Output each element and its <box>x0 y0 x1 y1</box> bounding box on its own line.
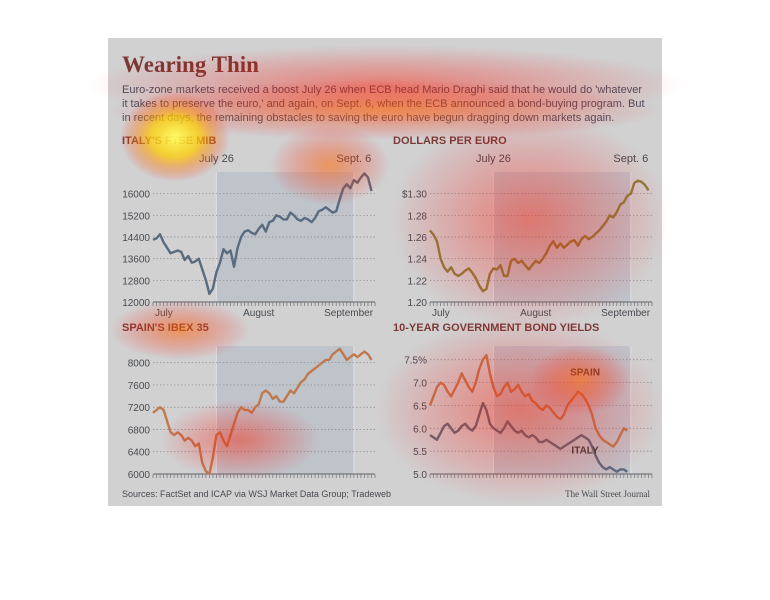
italy-event-label-1: Sept. 6 <box>336 153 371 165</box>
dollars-event-label-0: July 26 <box>476 153 511 165</box>
page-title: Wearing Thin <box>122 52 259 77</box>
dollars-y-tick-label: 1.26 <box>408 233 428 244</box>
yields-y-tick-label: 5.5 <box>413 447 427 458</box>
yields-y-tick-label: 7.5% <box>404 356 427 367</box>
yields-y-tick-label: 7.0 <box>413 379 427 390</box>
panel-title-spain: SPAIN'S IBEX 35 <box>122 322 209 334</box>
description: Euro-zone markets received a boost July … <box>122 84 645 124</box>
spain-y-tick-label: 7600 <box>128 381 151 392</box>
yields-y-tick-label: 6.0 <box>413 424 427 435</box>
italy-y-tick-label: 12800 <box>122 276 150 287</box>
chart-dollars: July 26 Sept. 6 1.20 1.22 1.24 1.26 1.28 $1.30 J… <box>402 153 653 319</box>
credit-line: The Wall Street Journal <box>565 489 650 499</box>
italy-series-line <box>152 172 373 296</box>
italy-y-tick-label: 14400 <box>122 233 150 244</box>
yields-series-label-spain: SPAIN <box>570 368 600 379</box>
spain-y-tick-label: 7200 <box>128 403 151 414</box>
dollars-y-tick-label: 1.28 <box>408 211 428 222</box>
italy-event-label-0: July 26 <box>199 153 234 165</box>
italy-y-tick-label: 16000 <box>122 190 150 201</box>
dollars-event-label-1: Sept. 6 <box>613 153 648 165</box>
infographic: Wearing Thin Euro-zone markets received … <box>108 38 662 506</box>
italy-y-tick-label: 15200 <box>122 211 150 222</box>
italy-y-tick-label: 13600 <box>122 255 150 266</box>
dollars-y-tick-label: 1.20 <box>408 298 428 309</box>
panel-title-dollars: DOLLARS PER EURO <box>393 135 507 147</box>
source-note: Sources: FactSet and ICAP via WSJ Market… <box>122 489 391 499</box>
chart-italy: July 26 Sept. 6 12000 12800 13600 14400 15200 1… <box>122 153 376 319</box>
spain-y-tick-label: 6000 <box>128 470 151 481</box>
italy-x-tick-label: August <box>243 308 274 319</box>
spain-shaded-period <box>216 346 354 474</box>
yields-y-tick-label: 6.5 <box>413 401 427 412</box>
yields-shaded-period <box>493 346 631 474</box>
dollars-x-tick-label: July <box>432 308 450 319</box>
spain-y-tick-label: 8000 <box>128 359 151 370</box>
italy-y-tick-label: 12000 <box>122 298 150 309</box>
italy-x-tick-label: July <box>155 308 173 319</box>
spain-y-tick-label: 6800 <box>128 425 151 436</box>
chart-spain: 6000 6400 6800 7200 7600 8000 <box>128 346 376 481</box>
yields-series-label-italy: ITALY <box>571 445 599 456</box>
yields-y-tick-label: 5.0 <box>413 470 427 481</box>
panel-title-italy: ITALY'S FTSE MIB <box>122 135 217 147</box>
italy-x-tick-label: September <box>324 308 374 319</box>
dollars-y-tick-label: $1.30 <box>402 190 427 201</box>
panel-title-yields: 10-YEAR GOVERNMENT BOND YIELDS <box>393 322 600 334</box>
dollars-y-tick-label: 1.22 <box>408 276 428 287</box>
dollars-y-tick-label: 1.24 <box>408 255 428 266</box>
dollars-x-tick-label: August <box>520 308 551 319</box>
dollars-x-tick-label: September <box>601 308 651 319</box>
spain-y-tick-label: 6400 <box>128 448 151 459</box>
chart-yields: 5.0 5.5 6.0 6.5 7.0 7.5% SPAIN ITALY <box>404 346 653 481</box>
